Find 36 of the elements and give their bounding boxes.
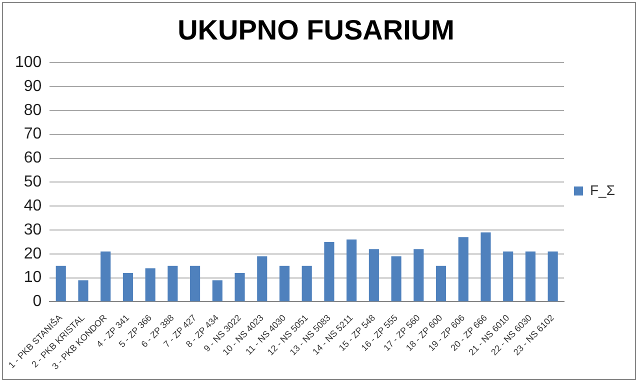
y-tick-label: 80: [24, 102, 42, 119]
bar: [548, 252, 558, 302]
bar: [414, 249, 424, 302]
bar: [100, 252, 111, 302]
y-tick-label: 0: [32, 293, 42, 310]
y-tick-label: 30: [24, 221, 42, 238]
bar: [436, 266, 446, 302]
y-tick-label: 20: [24, 245, 42, 262]
bar: [458, 237, 468, 302]
y-tick-label: 100: [14, 54, 42, 72]
bar: [234, 273, 245, 302]
bar: [168, 266, 178, 302]
bar: [78, 280, 88, 302]
bar: [480, 232, 491, 302]
bar: [279, 266, 290, 302]
bar: [145, 268, 156, 302]
y-tick-label: 10: [24, 269, 42, 286]
y-tick-label: 50: [24, 174, 42, 191]
y-tick-label: 40: [24, 197, 42, 214]
chart-title: UKUPNO FUSARIUM: [178, 14, 454, 46]
bar: [391, 256, 402, 302]
bar: [525, 252, 536, 302]
y-tick-label: 60: [24, 150, 42, 167]
y-tick-label: 70: [24, 126, 42, 143]
bar: [212, 280, 222, 302]
bar: [346, 240, 357, 302]
bar: [324, 242, 334, 302]
y-tick-label: 90: [24, 78, 42, 95]
bar: [122, 273, 133, 302]
bar: [190, 266, 200, 302]
bar: [368, 249, 379, 302]
bar: [56, 266, 66, 302]
legend-label: F_Σ: [590, 182, 616, 198]
bar: [257, 256, 268, 302]
bar: [302, 266, 312, 302]
bar: [503, 252, 514, 302]
